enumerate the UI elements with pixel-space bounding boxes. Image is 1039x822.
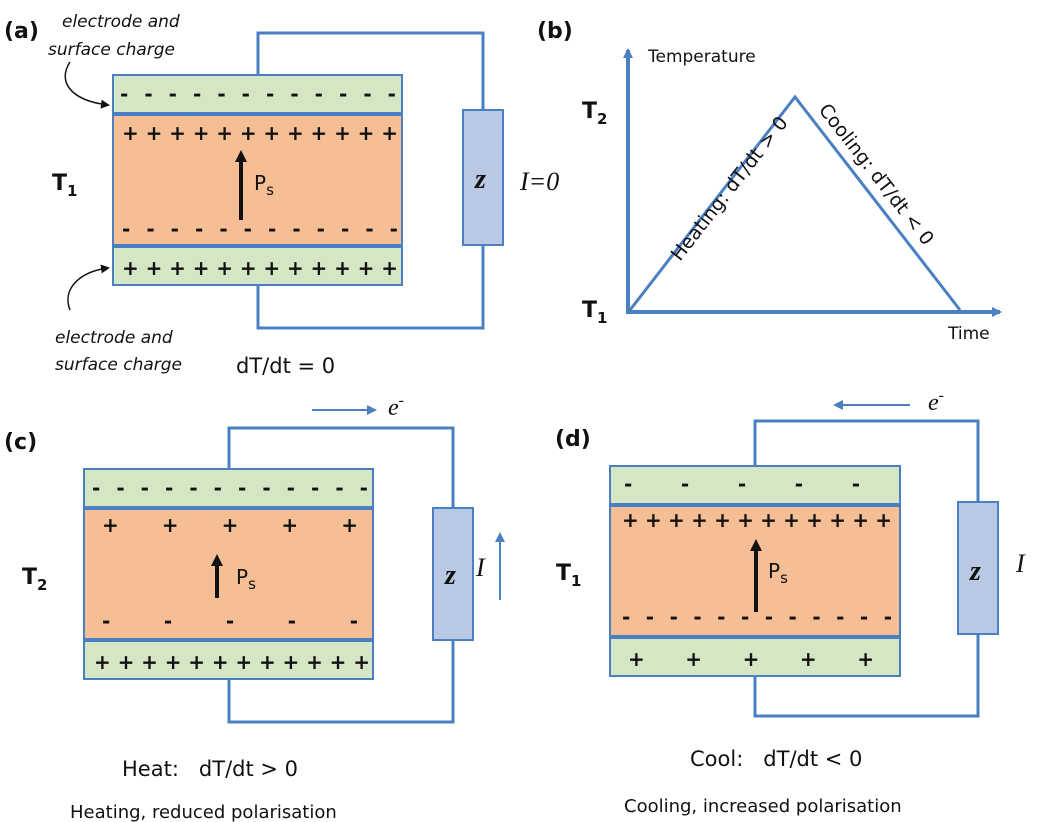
polarisation-label-d: Ps [768, 559, 788, 587]
svg-text:+ + + +: + + + + + [102, 513, 358, 537]
top-electrode-c [83, 468, 374, 508]
svg-text:+ + + + + + + + + + + +: + + + + + + + + + + + + [122, 256, 398, 280]
temperature-label-c: T2 [22, 565, 47, 594]
panel-c: (c) e- - - - - - - - - - - - - + + + + +… [4, 392, 505, 822]
svg-text:- - - - - - - - - -: - - - - - - - - - - - - [120, 82, 396, 106]
polarisation-label-a: Ps [254, 171, 274, 199]
impedance-label-a: z [474, 164, 486, 195]
current-label-c: I [475, 553, 486, 582]
bottom-annotation-pointer [67, 264, 110, 311]
x-axis-label: Time [947, 324, 990, 344]
impedance-a [462, 109, 504, 246]
electron-label-c: e- [388, 392, 404, 421]
svg-text:- - - -: - - - - - [624, 472, 860, 496]
temperature-profile [628, 94, 962, 311]
svg-text:+ + + + + + + + + + + +: + + + + + + + + + + + + [94, 650, 370, 674]
ferroelectric-a [112, 114, 403, 246]
subcaption-c: Heating, reduced polarisation [70, 802, 337, 822]
current-label-d: I [1015, 549, 1026, 578]
bottom-electrode-a [112, 246, 403, 286]
panel-a: (a) electrode and surface charge - - - -… [4, 12, 559, 378]
y-axis-label: Temperature [647, 47, 756, 67]
temperature-label-d: T1 [556, 561, 581, 590]
caption-d: Cool: dT/dt < 0 [690, 747, 862, 771]
temperature-label-a: T1 [52, 171, 77, 200]
impedance-label-c: z [444, 560, 456, 591]
subcaption-d: Cooling, increased polarisation [624, 796, 902, 817]
ferroelectric-c [83, 508, 374, 640]
top-electrode-a [112, 74, 403, 114]
panel-d-label: (d) [555, 427, 591, 452]
impedance-c [432, 507, 474, 641]
svg-text:- - - - - - - - - -: - - - - - - - - - - - - [122, 217, 398, 241]
panel-a-label: (a) [4, 19, 39, 44]
heating-label: Heating: dT/dt > 0 [667, 112, 793, 265]
panel-c-label: (c) [4, 430, 37, 455]
wire-d-bottom [753, 634, 980, 718]
impedance-label-d: z [969, 556, 981, 587]
top-annotation-pointer [64, 61, 110, 109]
bottom-electrode-c [83, 640, 374, 680]
electron-label-d: e- [928, 387, 944, 416]
current-label-a: I=0 [519, 167, 559, 196]
wire-a-bottom [256, 245, 485, 330]
wire-c-bottom [227, 640, 455, 724]
cooling-label: Cooling: dT/dt < 0 [814, 100, 938, 250]
svg-text:- - -: - - - - - [102, 609, 358, 633]
panel-d: (d) e- - - - - - + + + + + + + + + + + +… [555, 387, 1026, 817]
t-low-label: T1 [582, 298, 607, 327]
panel-b: (b) Temperature Time T2 T1 Heating: dT/d… [537, 19, 1002, 344]
bottom-electrode-d [609, 637, 901, 677]
top-electrode-d [609, 465, 901, 505]
t-high-label: T2 [582, 99, 607, 128]
bottom-electrode-annotation-line2: surface charge [55, 355, 182, 375]
caption-c: Heat: dT/dt > 0 [122, 757, 298, 781]
wire-c-top [227, 426, 455, 508]
impedance-d [957, 501, 999, 635]
top-electrode-annotation-line2: surface charge [48, 40, 175, 60]
wire-a-top [256, 31, 485, 110]
top-electrode-annotation-line1: electrode and [62, 12, 180, 32]
svg-text:- - - - - - - - - -: - - - - - - - - - - - - [92, 476, 368, 500]
bottom-electrode-annotation-line1: electrode and [55, 328, 173, 348]
panel-b-label: (b) [537, 19, 573, 44]
svg-text:+ + + + + + + + + + + +: + + + + + + + + + + + + [122, 121, 398, 145]
svg-text:+ + + + + + + + + + + +: + + + + + + + + + + + + [622, 508, 892, 532]
svg-text:+ + + +: + + + + + [628, 647, 874, 671]
caption-a: dT/dt = 0 [236, 354, 335, 378]
polarisation-label-c: Ps [236, 565, 256, 593]
wire-d-top [753, 419, 980, 502]
